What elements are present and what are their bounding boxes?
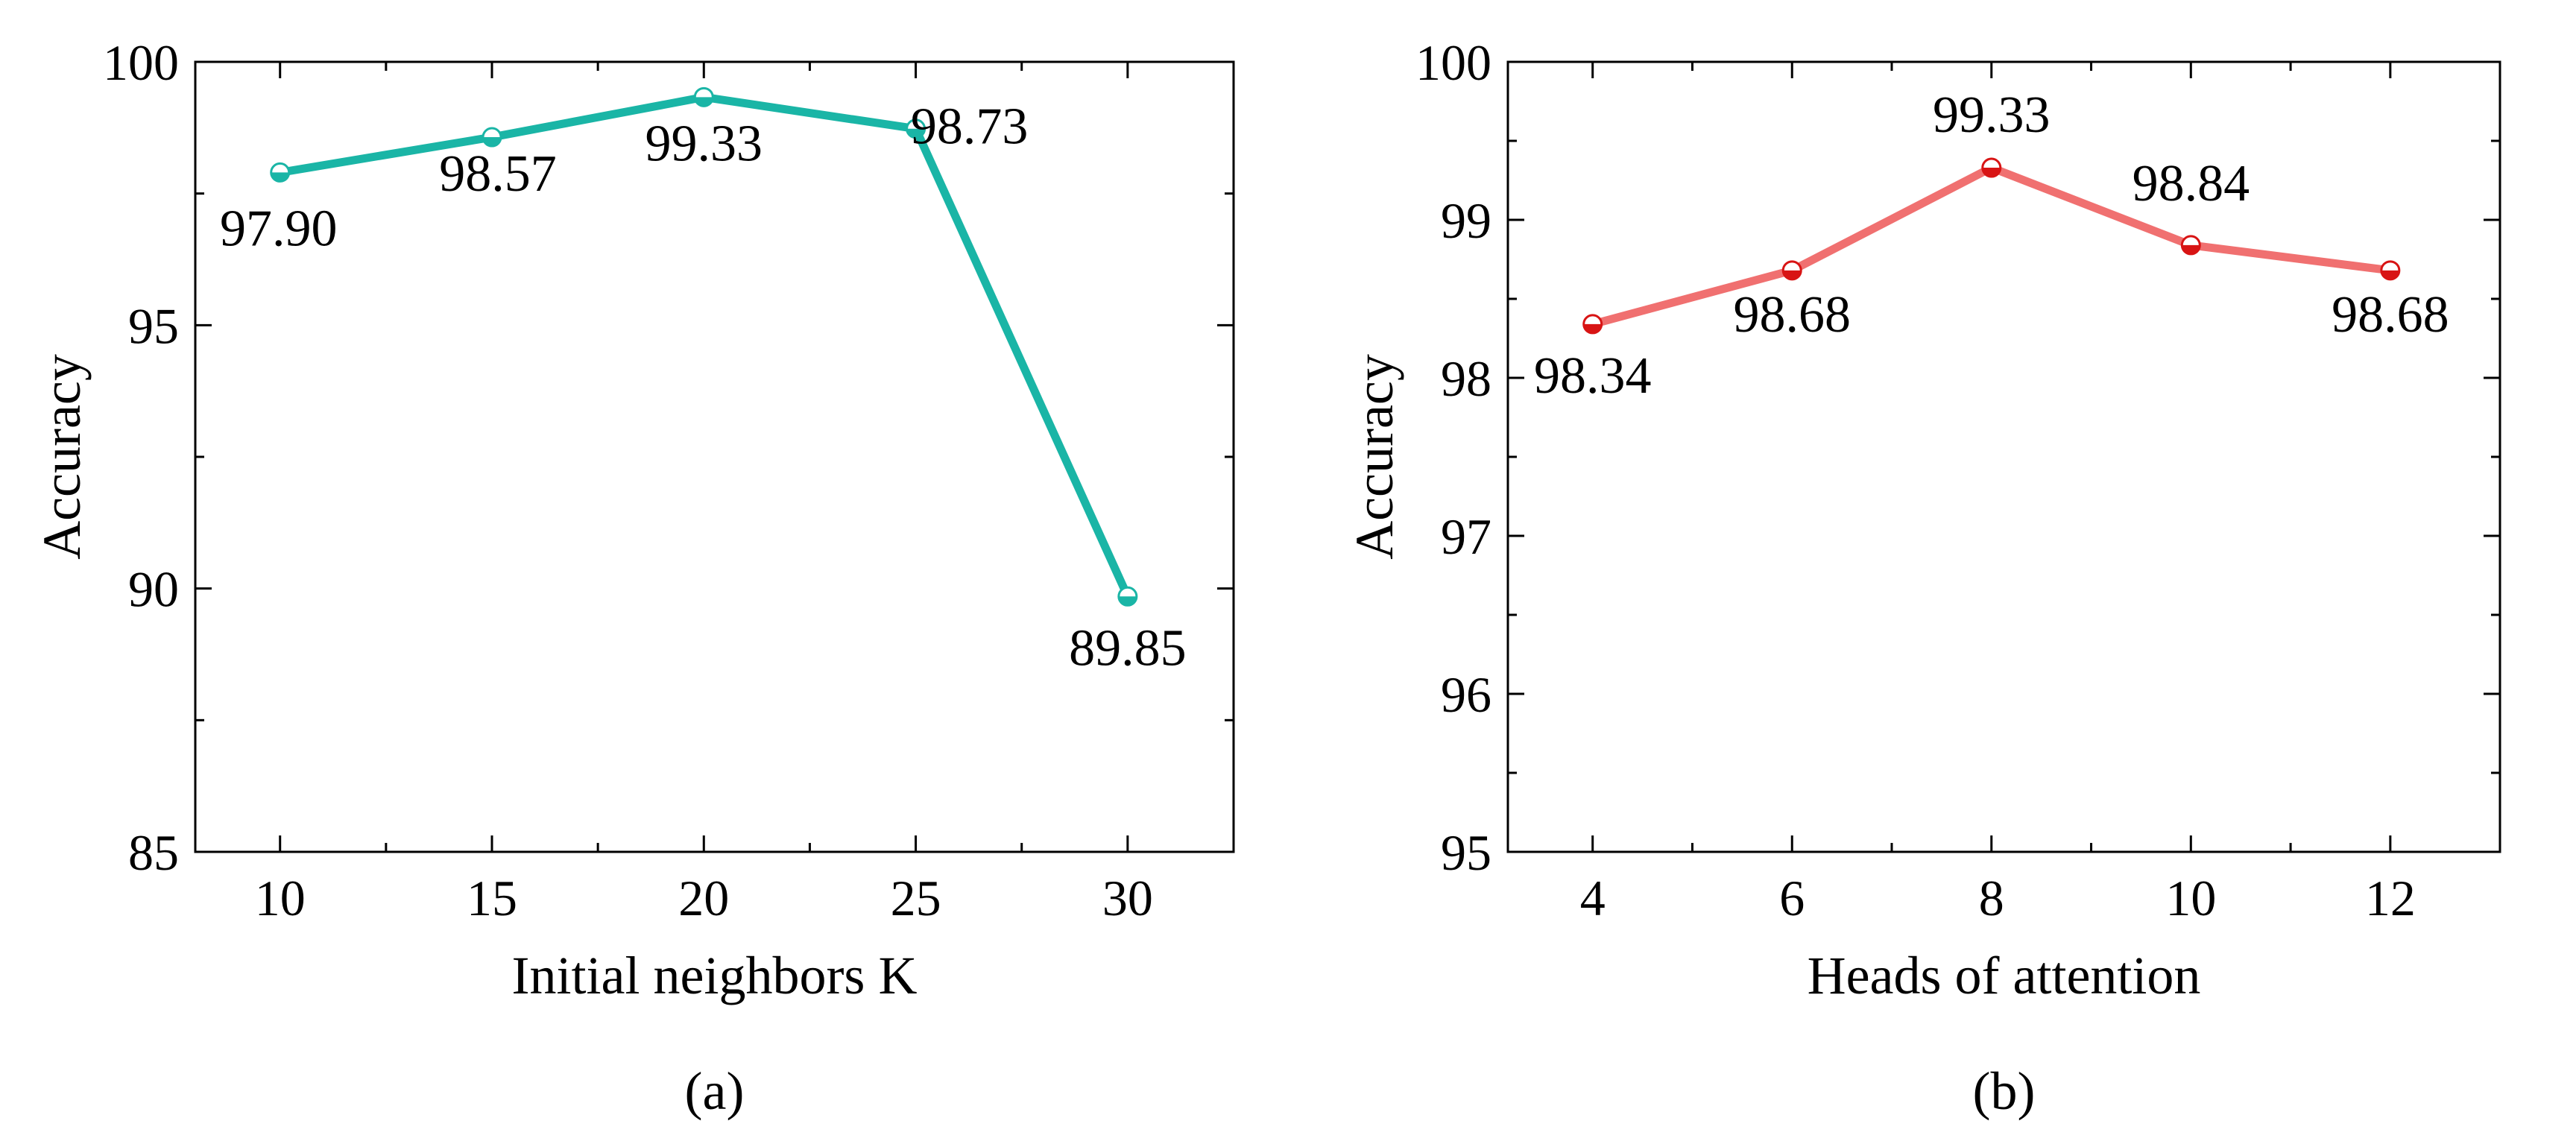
data-point [693,86,714,107]
chart-a: 10 15 20 25 30 85 90 95 100 Initial neighbors K Ac… [32,34,1235,1121]
y-axis-title: Accuracy [1345,354,1404,560]
y-tick-label: 90 [128,561,179,618]
data-label: 98.34 [1534,347,1652,405]
data-label: 98.57 [439,145,557,203]
y-tick-label: 95 [128,297,179,354]
y-tick-label: 98 [1441,350,1491,407]
x-tick-label: 6 [1779,870,1805,926]
y-tick-label: 97 [1441,508,1491,565]
chart-caption: (a) [685,1061,745,1121]
data-point [1117,586,1138,607]
data-point [2380,260,2401,281]
data-point-fill [695,97,713,107]
data-label: 99.33 [645,115,763,172]
data-label: 97.90 [220,200,338,257]
data-label: 98.84 [2133,155,2250,212]
data-point-fill [1982,168,2001,177]
data-label: 98.68 [2332,286,2449,344]
x-tick-label: 8 [1979,870,2004,926]
data-point-fill [483,137,501,147]
data-label: 99.33 [1933,86,2051,144]
y-tick-label: 95 [1441,824,1491,881]
data-point-fill [2182,244,2200,254]
plot-frame [194,60,1235,853]
data-label: 89.85 [1069,619,1187,677]
data-point-fill [906,128,925,138]
y-tick-label: 99 [1441,192,1491,249]
y-tick-label: 100 [1415,34,1491,91]
x-tick-label: 20 [678,870,729,926]
data-point-fill [1783,270,1802,279]
data-point-fill [2381,270,2399,279]
x-tick-label: 12 [2365,870,2416,926]
data-point-fill [1118,596,1137,606]
chart-b: 4 6 8 10 12 95 96 97 98 99 100 Heads of attention Ac… [1345,34,2501,1121]
data-point-fill [271,172,289,182]
data-label: 98.73 [911,98,1029,156]
x-tick-label: 25 [891,870,941,926]
x-tick-label: 4 [1580,870,1606,926]
plot-frame [1506,60,2501,853]
data-point [270,162,291,183]
x-tick-label: 10 [255,870,306,926]
y-axis-title: Accuracy [32,354,92,560]
series-line [1591,163,2391,329]
data-point-fill [1583,323,1602,333]
x-tick-label: 30 [1102,870,1153,926]
data-point [1781,260,1802,281]
data-label: 98.68 [1733,286,1851,344]
y-tick-label: 85 [128,824,179,881]
data-point [906,118,926,139]
data-point [2180,235,2201,256]
data-point [1981,157,2002,178]
chart-caption: (b) [1973,1061,2036,1121]
x-tick-label: 15 [467,870,517,926]
y-tick-label: 96 [1441,666,1491,723]
data-point [1582,314,1603,335]
x-axis-title: Initial neighbors K [512,946,918,1005]
x-tick-label: 10 [2165,870,2216,926]
x-axis-title: Heads of attention [1808,946,2201,1005]
data-point [482,127,502,148]
y-tick-label: 100 [103,34,179,91]
